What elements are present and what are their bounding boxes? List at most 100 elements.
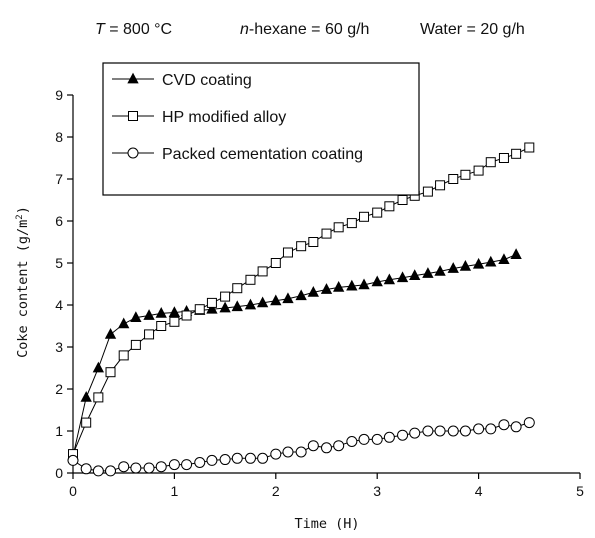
data-point-hp-modified-alloy <box>169 316 180 327</box>
data-point-packed-cementation-coating <box>358 433 370 445</box>
data-point-packed-cementation-coating <box>434 425 446 437</box>
legend: CVD coating HP modified alloy Packed cemen… <box>102 62 420 196</box>
data-point-cvd-coating <box>295 289 307 301</box>
data-point-hp-modified-alloy <box>460 169 471 180</box>
data-point-hp-modified-alloy <box>372 207 383 218</box>
data-point-packed-cementation-coating <box>143 462 155 474</box>
data-point-cvd-coating <box>333 281 345 292</box>
data-point-packed-cementation-coating <box>105 465 117 477</box>
data-point-hp-modified-alloy <box>384 201 395 212</box>
y-tick-label: 9 <box>55 87 63 103</box>
x-axis-title: Time (H) <box>294 516 359 532</box>
data-point-cvd-coating <box>485 255 497 267</box>
data-point-packed-cementation-coating <box>270 448 282 460</box>
data-point-hp-modified-alloy <box>359 211 370 222</box>
data-point-cvd-coating <box>143 309 155 320</box>
data-point-packed-cementation-coating <box>92 465 104 477</box>
data-point-cvd-coating <box>459 260 472 271</box>
data-point-packed-cementation-coating <box>206 454 218 466</box>
data-point-packed-cementation-coating <box>321 442 332 454</box>
series-group <box>67 142 535 477</box>
y-tick-label: 8 <box>55 129 63 145</box>
data-point-packed-cementation-coating <box>459 425 471 437</box>
legend-marker-packed-cementation-coating <box>127 147 139 159</box>
data-point-packed-cementation-coating <box>498 419 510 431</box>
data-point-cvd-coating <box>104 328 117 339</box>
y-tick-label: 0 <box>55 465 63 481</box>
data-point-packed-cementation-coating <box>371 433 383 445</box>
data-point-hp-modified-alloy <box>485 157 496 168</box>
axis-titles: Time (H) Coke content (g/m2) <box>15 206 360 532</box>
data-point-cvd-coating <box>383 273 396 285</box>
condition-hexane-prefix: n <box>240 21 249 38</box>
data-point-hp-modified-alloy <box>435 180 446 191</box>
data-point-hp-modified-alloy <box>194 304 205 315</box>
data-point-cvd-coating <box>346 279 358 291</box>
data-point-hp-modified-alloy <box>232 283 243 294</box>
data-point-hp-modified-alloy <box>181 310 192 321</box>
data-point-cvd-coating <box>447 262 459 273</box>
data-point-hp-modified-alloy <box>511 148 522 159</box>
data-point-cvd-coating <box>155 307 167 318</box>
x-tick-label: 2 <box>272 483 280 499</box>
conditions-header: T = 800 °C n-hexane = 60 g/h Water = 20 … <box>95 21 525 38</box>
condition-hexane-value: -hexane = 60 g/h <box>249 21 370 38</box>
condition-hexane: n-hexane = 60 g/h <box>240 21 369 38</box>
data-point-hp-modified-alloy <box>448 174 459 184</box>
data-point-cvd-coating <box>472 257 485 269</box>
data-point-cvd-coating <box>270 294 282 306</box>
data-point-packed-cementation-coating <box>80 463 92 475</box>
data-point-packed-cementation-coating <box>473 423 485 435</box>
data-point-hp-modified-alloy <box>130 339 141 350</box>
y-tick-label: 1 <box>55 423 63 439</box>
legend-item-hp-modified-alloy: HP modified alloy <box>112 109 286 126</box>
data-point-cvd-coating <box>498 253 510 265</box>
data-point-hp-modified-alloy <box>524 142 535 153</box>
data-point-cvd-coating <box>244 298 257 310</box>
data-point-packed-cementation-coating <box>231 452 243 464</box>
legend-label: CVD coating <box>162 72 252 89</box>
data-point-hp-modified-alloy <box>257 266 268 277</box>
y-axis-title-superscript: 2 <box>15 214 25 219</box>
data-point-hp-modified-alloy <box>296 241 307 252</box>
data-point-packed-cementation-coating <box>282 446 294 458</box>
x-tick-label: 3 <box>373 483 381 499</box>
data-point-hp-modified-alloy <box>144 329 155 340</box>
x-tick-label: 0 <box>69 483 77 499</box>
y-tick-label: 4 <box>55 297 63 313</box>
data-point-packed-cementation-coating <box>307 440 319 452</box>
condition-temperature-value: = 800 °C <box>105 21 172 38</box>
data-point-packed-cementation-coating <box>485 423 497 435</box>
condition-water: Water = 20 g/h <box>420 21 525 38</box>
data-point-cvd-coating <box>282 292 294 304</box>
data-point-cvd-coating <box>92 361 105 373</box>
legend-label: HP modified alloy <box>162 109 286 126</box>
data-point-hp-modified-alloy <box>473 165 484 176</box>
data-point-packed-cementation-coating <box>397 429 409 441</box>
data-point-hp-modified-alloy <box>245 274 256 285</box>
data-point-packed-cementation-coating <box>346 436 358 447</box>
data-point-hp-modified-alloy <box>206 297 217 308</box>
data-point-packed-cementation-coating <box>409 427 421 439</box>
data-point-packed-cementation-coating <box>118 461 130 473</box>
data-point-hp-modified-alloy <box>321 228 332 239</box>
legend-marker-cvd-coating <box>127 72 139 84</box>
data-point-packed-cementation-coating <box>257 452 269 464</box>
data-point-cvd-coating <box>168 306 181 317</box>
data-point-packed-cementation-coating <box>523 417 535 429</box>
legend-box <box>102 62 420 196</box>
legend-item-packed-cementation-coating: Packed cementation coating <box>112 146 363 163</box>
y-axis-title-end: ) <box>15 206 31 214</box>
data-point-cvd-coating <box>231 300 243 312</box>
data-point-packed-cementation-coating <box>333 440 345 452</box>
data-point-hp-modified-alloy <box>346 218 357 229</box>
data-point-packed-cementation-coating <box>155 461 167 473</box>
data-point-cvd-coating <box>396 271 409 283</box>
x-tick-label: 5 <box>576 483 584 499</box>
series-packed-cementation-coating <box>67 417 535 477</box>
legend-item-cvd-coating: CVD coating <box>112 72 252 89</box>
data-point-cvd-coating <box>206 302 218 314</box>
data-point-packed-cementation-coating <box>130 462 142 474</box>
condition-temperature-symbol: T <box>95 21 106 38</box>
